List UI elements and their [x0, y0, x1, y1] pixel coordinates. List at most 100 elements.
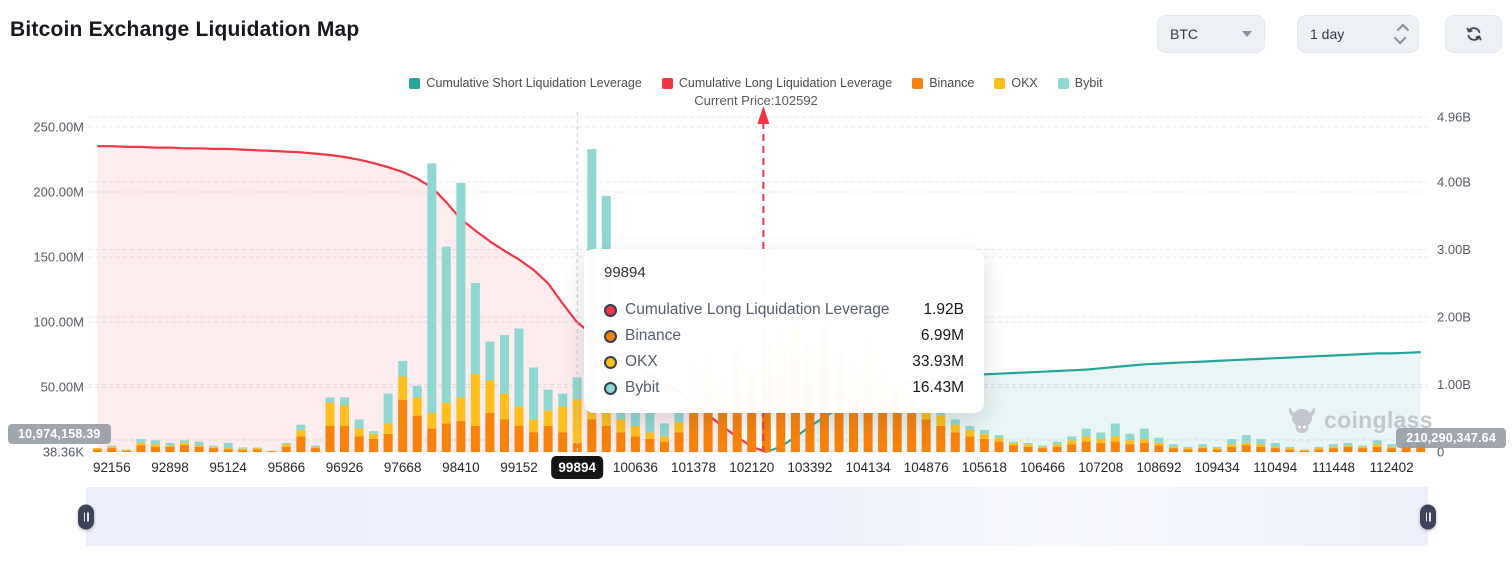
bar-segment-binance[interactable] [1314, 449, 1324, 452]
bar-segment-binance[interactable] [340, 426, 349, 452]
bar-segment-okx[interactable] [398, 376, 408, 400]
range-slider-handle-left[interactable] [78, 504, 94, 529]
bar-segment-okx[interactable] [121, 450, 131, 451]
bar-segment-okx[interactable] [310, 446, 320, 449]
bar-segment-bybit[interactable] [252, 447, 262, 449]
bar-segment-binance[interactable] [572, 442, 582, 452]
bar-segment-binance[interactable] [1038, 448, 1048, 452]
bar-segment-binance[interactable] [1154, 445, 1164, 453]
bar-segment-okx[interactable] [1096, 439, 1106, 443]
bar-segment-okx[interactable] [92, 448, 102, 450]
bar-segment-okx[interactable] [1256, 444, 1266, 447]
bar-segment-binance[interactable] [456, 420, 466, 452]
bar-segment-bybit[interactable] [660, 423, 669, 437]
bar-segment-bybit[interactable] [572, 377, 582, 399]
bar-segment-bybit[interactable] [1329, 444, 1338, 447]
bar-segment-binance[interactable] [427, 428, 437, 452]
bar-segment-okx[interactable] [1241, 442, 1251, 446]
bar-segment-okx[interactable] [485, 380, 495, 414]
bar-segment-binance[interactable] [1183, 449, 1193, 452]
bar-segment-okx[interactable] [1198, 446, 1208, 449]
bar-segment-bybit[interactable] [340, 397, 349, 406]
bar-segment-binance[interactable] [587, 419, 597, 453]
bar-segment-binance[interactable] [354, 436, 364, 452]
bar-segment-bybit[interactable] [1343, 442, 1353, 446]
bar-segment-binance[interactable] [1110, 441, 1120, 452]
bar-segment-binance[interactable] [252, 449, 262, 452]
bar-segment-binance[interactable] [529, 432, 539, 453]
bar-segment-bybit[interactable] [1358, 445, 1368, 447]
bar-segment-okx[interactable] [209, 446, 219, 449]
bar-segment-okx[interactable] [1387, 446, 1397, 449]
bar-segment-binance[interactable] [310, 448, 320, 452]
bar-segment-binance[interactable] [689, 413, 699, 452]
bar-segment-okx[interactable] [558, 406, 568, 433]
bar-segment-bybit[interactable] [1299, 449, 1309, 451]
bar-segment-okx[interactable] [1183, 448, 1193, 450]
bar-segment-binance[interactable] [281, 446, 291, 452]
bar-segment-okx[interactable] [616, 419, 626, 433]
bar-segment-bybit[interactable] [558, 393, 568, 407]
bar-segment-bybit[interactable] [1169, 444, 1178, 447]
bar-segment-bybit[interactable] [1198, 444, 1208, 447]
bar-segment-okx[interactable] [1081, 436, 1091, 442]
bar-segment-bybit[interactable] [296, 424, 306, 430]
bar-segment-binance[interactable] [1212, 449, 1222, 452]
bar-segment-okx[interactable] [107, 446, 117, 449]
bar-segment-okx[interactable] [529, 419, 539, 433]
bar-segment-okx[interactable] [630, 426, 640, 437]
bar-segment-binance[interactable] [1270, 448, 1280, 452]
bar-segment-bybit[interactable] [325, 397, 335, 403]
bar-segment-bybit[interactable] [194, 441, 204, 446]
bar-segment-binance[interactable] [1125, 444, 1135, 452]
bar-segment-bybit[interactable] [1270, 442, 1280, 447]
bar-segment-binance[interactable] [1329, 448, 1338, 452]
bar-segment-okx[interactable] [136, 442, 146, 446]
bar-segment-okx[interactable] [1023, 444, 1033, 447]
bar-segment-binance[interactable] [121, 450, 131, 452]
bar-segment-okx[interactable] [1052, 444, 1062, 447]
bar-segment-okx[interactable] [965, 429, 975, 437]
bar-segment-okx[interactable] [1067, 440, 1077, 445]
bar-segment-okx[interactable] [936, 415, 946, 426]
bar-segment-okx[interactable] [150, 444, 160, 447]
bar-segment-binance[interactable] [325, 426, 335, 452]
bar-segment-bybit[interactable] [412, 385, 422, 398]
bar-segment-okx[interactable] [223, 448, 233, 450]
bar-segment-binance[interactable] [136, 445, 146, 453]
bar-segment-binance[interactable] [470, 426, 480, 452]
bar-segment-binance[interactable] [1081, 441, 1091, 452]
bar-segment-okx[interactable] [194, 445, 204, 447]
interval-select[interactable]: 1 day [1297, 15, 1419, 53]
bar-segment-okx[interactable] [1009, 442, 1018, 446]
bar-segment-bybit[interactable] [1241, 435, 1251, 443]
bar-segment-okx[interactable] [674, 422, 684, 433]
bar-segment-binance[interactable] [1227, 446, 1237, 452]
bar-segment-binance[interactable] [907, 413, 917, 452]
bar-segment-bybit[interactable] [1212, 446, 1222, 449]
bar-segment-okx[interactable] [325, 402, 335, 426]
bar-segment-bybit[interactable] [500, 335, 509, 394]
bar-segment-binance[interactable] [1343, 446, 1353, 452]
bar-segment-okx[interactable] [979, 433, 989, 439]
bar-segment-binance[interactable] [150, 446, 160, 452]
bar-segment-okx[interactable] [500, 393, 509, 420]
bar-segment-okx[interactable] [412, 397, 422, 416]
bar-segment-binance[interactable] [267, 451, 277, 453]
bar-segment-bybit[interactable] [281, 442, 291, 445]
bar-segment-bybit[interactable] [1125, 433, 1135, 441]
bar-segment-okx[interactable] [1038, 446, 1048, 449]
bar-segment-bybit[interactable] [514, 328, 524, 407]
legend-item-cumulative-long-liquidation-leverage[interactable]: Cumulative Long Liquidation Leverage [661, 76, 892, 90]
bar-segment-bybit[interactable] [1372, 440, 1382, 445]
bar-segment-binance[interactable] [630, 436, 640, 452]
bar-segment-binance[interactable] [1023, 446, 1033, 452]
bar-segment-binance[interactable] [950, 432, 960, 453]
bar-segment-okx[interactable] [1314, 448, 1324, 450]
bar-segment-binance[interactable] [1241, 445, 1251, 453]
bar-segment-okx[interactable] [645, 432, 655, 440]
bar-segment-binance[interactable] [223, 449, 233, 452]
legend-item-bybit[interactable]: Bybit [1057, 76, 1103, 90]
bar-segment-okx[interactable] [281, 444, 291, 447]
bar-segment-bybit[interactable] [1387, 444, 1397, 447]
